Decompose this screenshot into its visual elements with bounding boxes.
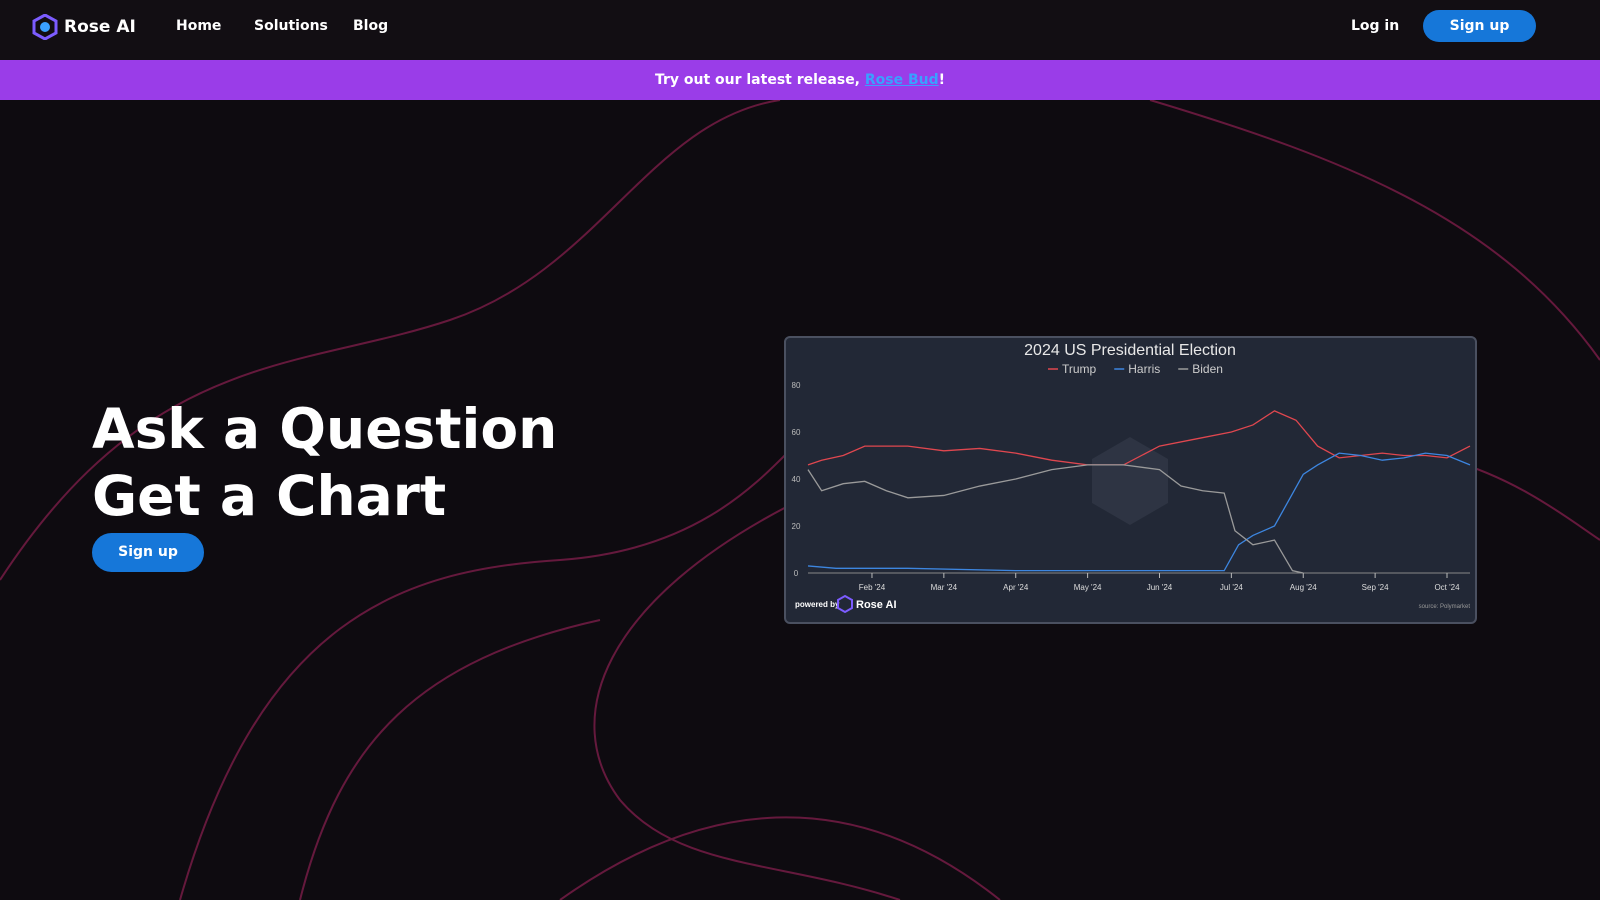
nav-link[interactable]: Home	[176, 18, 222, 34]
background-curves	[0, 100, 1600, 900]
legend-label: Harris	[1128, 362, 1160, 376]
series-line	[807, 452, 1471, 572]
brand-name: Rose AI	[64, 17, 136, 37]
nav-link[interactable]: Solutions	[254, 18, 328, 34]
x-tick-label: Oct '24	[1434, 583, 1460, 592]
y-tick-label: 80	[792, 381, 801, 390]
x-tick-label: Jul '24	[1220, 583, 1243, 592]
x-tick-label: Sep '24	[1362, 583, 1389, 592]
y-tick-label: 60	[792, 428, 801, 437]
banner-suffix: !	[938, 72, 946, 88]
banner-text: Try out our latest release,	[654, 72, 861, 88]
hero-signup-button[interactable]: Sign up	[92, 533, 204, 572]
y-tick-label: 0	[794, 569, 799, 578]
x-tick-label: May '24	[1074, 583, 1102, 592]
chart-title: 2024 US Presidential Election	[1024, 342, 1236, 359]
x-tick-label: Jun '24	[1147, 583, 1173, 592]
legend-label: Trump	[1062, 362, 1097, 376]
x-tick-label: Feb '24	[859, 583, 886, 592]
y-tick-label: 20	[792, 522, 801, 531]
footer-brand: Rose AI	[856, 599, 897, 611]
chart-source: source: Polymarket	[1419, 604, 1471, 610]
banner-link[interactable]: Rose Bud	[864, 72, 939, 88]
hero-line: Get a Chart	[92, 464, 447, 528]
navbar: Rose AI Home Solutions Blog Log in Sign …	[0, 0, 1600, 60]
series-line	[807, 410, 1471, 466]
hero-line: Ask a Question	[92, 397, 558, 461]
y-tick-label: 40	[792, 475, 801, 484]
watermark	[1092, 437, 1168, 525]
x-tick-label: Mar '24	[931, 583, 958, 592]
login-link[interactable]: Log in	[1351, 18, 1400, 34]
hero-heading: Ask a Question Get a Chart	[92, 396, 557, 530]
logo	[32, 14, 58, 40]
x-tick-label: Aug '24	[1290, 583, 1317, 592]
powered-by: powered by	[795, 600, 840, 609]
series-line	[807, 464, 1304, 574]
footer-logo	[837, 594, 853, 614]
brand[interactable]: Rose AI	[32, 14, 136, 40]
nav-link[interactable]: Blog	[353, 18, 389, 34]
signup-button[interactable]: Sign up	[1423, 10, 1536, 42]
x-tick-label: Apr '24	[1003, 583, 1029, 592]
announcement-banner: Try out our latest release, Rose Bud!	[0, 60, 1600, 100]
legend-label: Biden	[1192, 362, 1223, 376]
